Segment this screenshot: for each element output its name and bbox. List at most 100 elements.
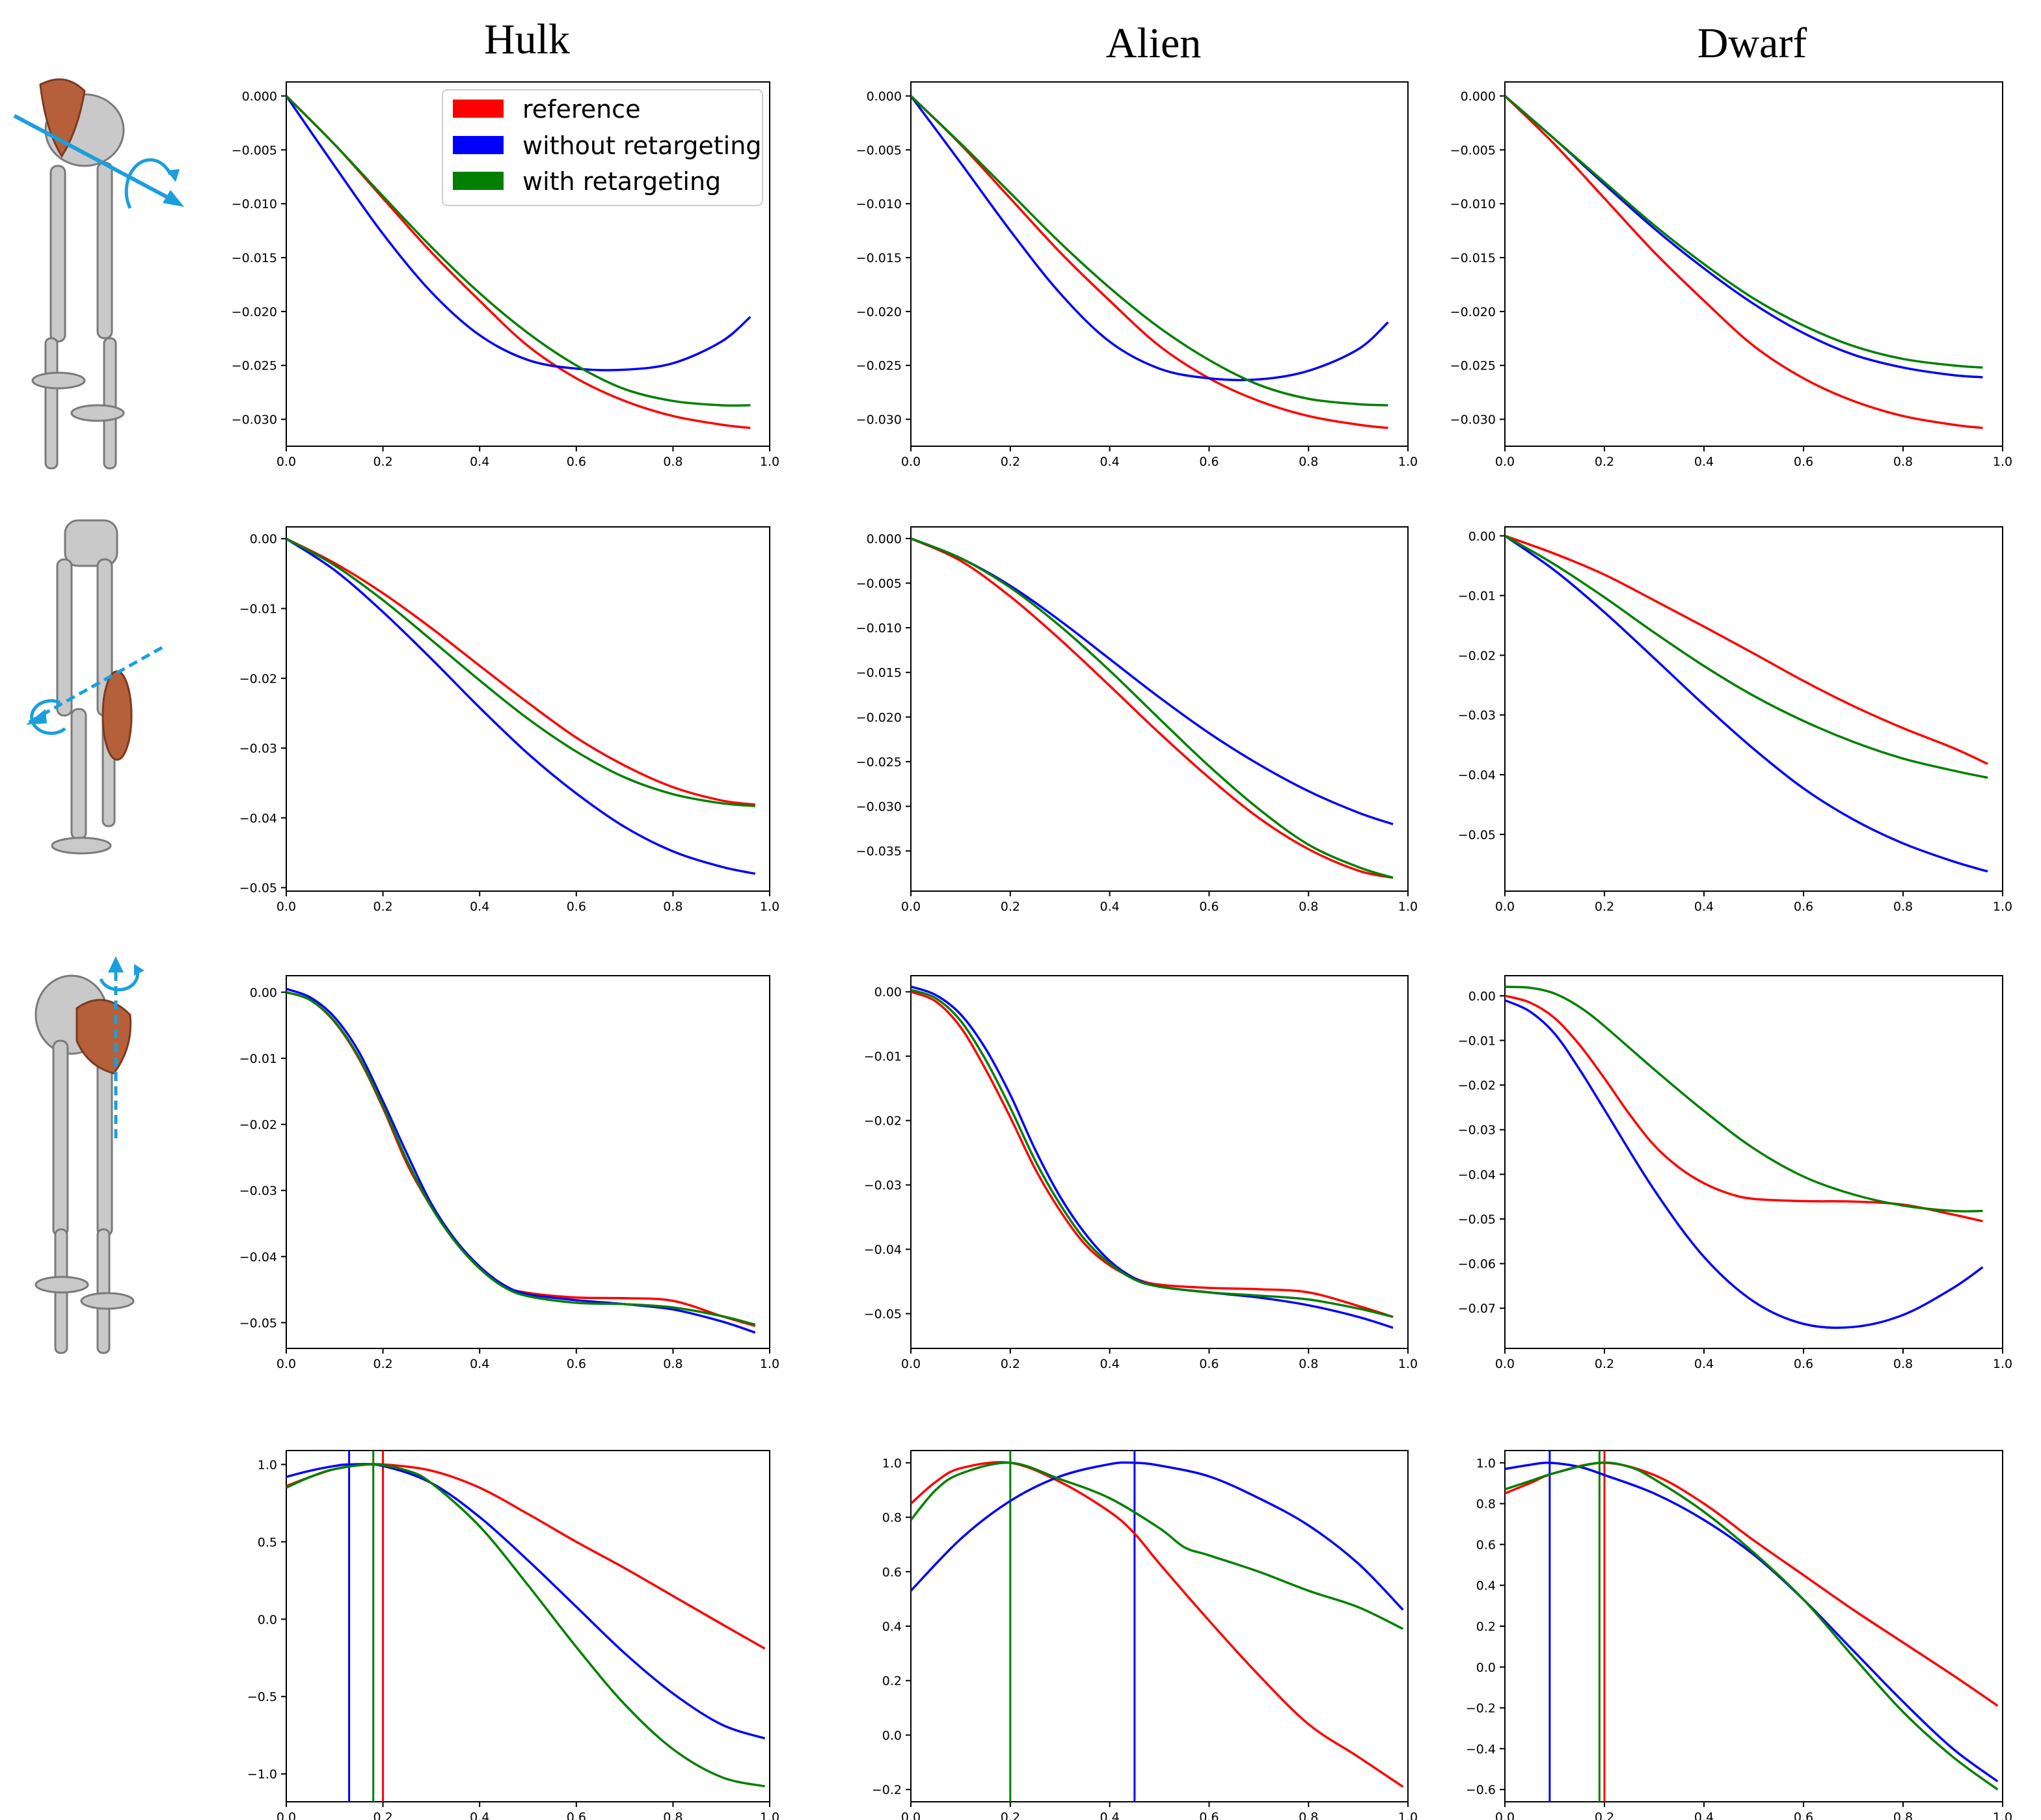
series-line-without-retargeting xyxy=(911,95,1389,382)
y-tick-label: −0.005 xyxy=(1450,143,1496,157)
plot-area xyxy=(286,95,751,429)
y-tick-label: 0.000 xyxy=(1461,90,1496,104)
series-line-reference xyxy=(911,95,1388,429)
x-tick-label: 1.0 xyxy=(1993,455,2012,469)
series-line-without-retargeting xyxy=(911,1461,1404,1611)
y-tick-label: 0.8 xyxy=(1476,1497,1496,1512)
plot-area xyxy=(286,987,756,1334)
series-line-with-retargeting xyxy=(911,537,1394,879)
y-tick-label: −0.005 xyxy=(856,143,902,157)
hip-vertical-axis-skeleton-illustration xyxy=(34,956,144,1354)
plot-frame xyxy=(1504,1450,2003,1802)
x-tick-label: 0.2 xyxy=(1595,1810,1614,1820)
panel-hulk-row4: 0.0 0.2 0.4 0.6 0.8 1.0 1.0 0.5 0.0 −0.5 −1.0 xyxy=(247,1450,779,1820)
panel-dwarf-row1: 0.0 0.2 0.4 0.6 0.8 1.0 0.000 −0.005 −0.010 −0.01… xyxy=(1450,81,2012,469)
x-tick-label: 0.6 xyxy=(1199,1810,1219,1820)
y-tick-label: −0.6 xyxy=(1466,1783,1496,1797)
y-tick-label: −0.025 xyxy=(856,755,902,769)
y-tick-label: −0.025 xyxy=(1450,359,1496,373)
y-tick-label: −1.0 xyxy=(247,1767,277,1782)
series-line-reference xyxy=(1505,535,1988,766)
series-line-with-retargeting xyxy=(911,989,1394,1318)
y-tick-label: −0.020 xyxy=(856,710,902,725)
y-tick-label: −0.5 xyxy=(247,1690,277,1704)
y-tick-label: 0.4 xyxy=(882,1620,902,1634)
y-tick-label: −0.04 xyxy=(239,1250,277,1265)
y-tick-label: −0.04 xyxy=(1458,768,1496,783)
y-tick-label: −0.05 xyxy=(864,1307,902,1322)
x-tick-label: 0.2 xyxy=(373,455,392,469)
x-tick-label: 1.0 xyxy=(1993,1357,2012,1371)
y-tick-label: −0.02 xyxy=(239,1118,277,1132)
panel-dwarf-row2: 0.0 0.2 0.4 0.6 0.8 1.0 0.00 −0.01 −0.02 −0.03 −0.… xyxy=(1458,526,2012,914)
y-tick-label: 0.8 xyxy=(882,1511,902,1525)
plot-area xyxy=(286,537,756,875)
y-tick-label: −0.015 xyxy=(1450,251,1496,265)
panel-alien-row2: 0.0 0.2 0.4 0.6 0.8 1.0 0.000 −0.005 −0.010 −0.01… xyxy=(856,526,1418,914)
series-line-with-retargeting xyxy=(911,95,1388,407)
x-tick-label: 1.0 xyxy=(1993,900,2012,914)
x-tick-label: 0.8 xyxy=(1893,455,1913,469)
x-tick-label: 0.4 xyxy=(470,1357,489,1371)
y-tick-label: −0.03 xyxy=(1458,708,1496,723)
x-tick-label: 0.6 xyxy=(1794,1810,1813,1820)
series-line-reference xyxy=(286,1463,766,1650)
x-tick-label: 0.4 xyxy=(470,455,489,469)
y-tick-label: −0.030 xyxy=(856,800,902,814)
y-tick-label: −0.005 xyxy=(856,576,902,591)
series-line-with-retargeting xyxy=(286,1463,765,1787)
series-line-reference xyxy=(286,537,755,806)
plot-area xyxy=(911,1451,1404,1802)
plot-frame xyxy=(286,975,770,1349)
series-line-reference xyxy=(286,991,756,1328)
x-tick-label: 0.2 xyxy=(1595,455,1614,469)
series-line-with-retargeting xyxy=(1505,95,1983,369)
y-tick-label: −0.02 xyxy=(1458,1078,1496,1093)
y-tick-label: 0.00 xyxy=(250,985,277,1000)
x-tick-label: 0.6 xyxy=(1199,455,1219,469)
x-tick-label: 0.8 xyxy=(1893,1810,1913,1820)
y-tick-label: 0.00 xyxy=(1468,989,1496,1004)
x-tick-label: 0.0 xyxy=(1495,1810,1515,1820)
y-tick-label: −0.4 xyxy=(1466,1742,1496,1756)
hip-rotation-skeleton-illustration xyxy=(13,78,184,470)
series-line-without-retargeting xyxy=(286,987,756,1334)
y-tick-label: −0.05 xyxy=(239,881,277,896)
plot-area xyxy=(1505,985,1984,1330)
y-tick-label: −0.03 xyxy=(239,1184,277,1198)
x-tick-label: 0.0 xyxy=(1495,1357,1515,1371)
y-tick-label: 0.4 xyxy=(1476,1579,1496,1593)
x-tick-label: 0.0 xyxy=(277,455,296,469)
y-tick-label: −0.010 xyxy=(1450,197,1496,211)
x-tick-label: 0.4 xyxy=(1100,1357,1119,1371)
x-tick-label: 0.4 xyxy=(1694,900,1714,914)
x-tick-label: 0.4 xyxy=(1100,1810,1119,1820)
x-tick-label: 0.2 xyxy=(1001,1810,1020,1820)
y-tick-label: −0.035 xyxy=(856,844,902,859)
series-line-without-retargeting xyxy=(286,537,756,875)
series-line-reference xyxy=(1505,995,1983,1223)
x-tick-label: 0.2 xyxy=(1001,455,1020,469)
y-tick-label: 1.0 xyxy=(882,1456,902,1471)
y-tick-label: 0.5 xyxy=(258,1535,277,1549)
x-tick-label: 0.2 xyxy=(1595,900,1614,914)
series-line-with-retargeting xyxy=(1505,1461,1999,1791)
x-tick-label: 0.6 xyxy=(567,1357,586,1371)
series-line-with-retargeting xyxy=(911,1462,1404,1630)
y-tick-label: 1.0 xyxy=(258,1458,277,1472)
x-tick-label: 0.8 xyxy=(663,900,683,914)
y-tick-label: −0.04 xyxy=(864,1243,902,1257)
x-tick-label: 0.0 xyxy=(901,1357,921,1371)
y-tick-label: −0.02 xyxy=(1458,649,1496,663)
plot-frame xyxy=(910,1450,1409,1802)
x-tick-label: 0.0 xyxy=(1495,900,1515,914)
plot-area xyxy=(286,1451,766,1802)
x-tick-label: 0.8 xyxy=(1893,900,1913,914)
plot-frame xyxy=(1504,81,2003,447)
x-tick-label: 0.2 xyxy=(373,1357,392,1371)
plot-area xyxy=(1505,95,1983,429)
series-line-reference xyxy=(911,537,1394,879)
x-tick-label: 0.6 xyxy=(1794,1357,1813,1371)
y-tick-label: −0.2 xyxy=(872,1783,902,1797)
series-line-without-retargeting xyxy=(1505,95,1983,379)
